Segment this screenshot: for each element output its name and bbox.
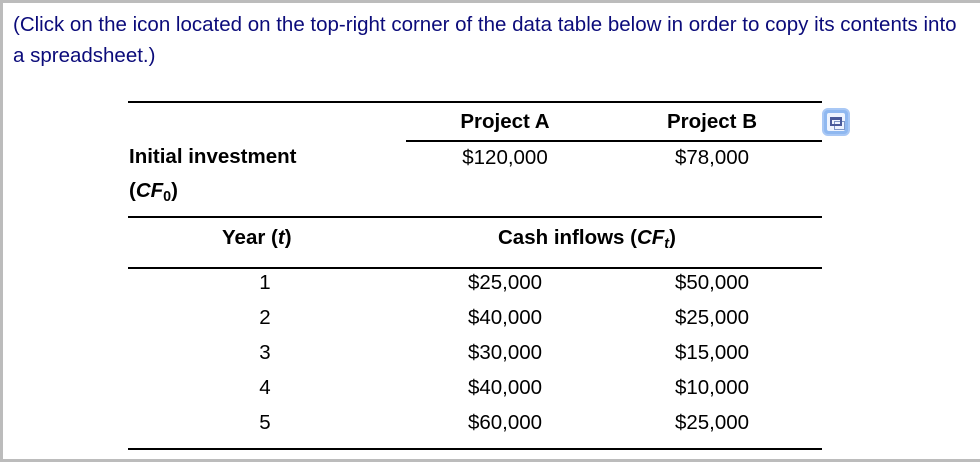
- project-a-cell: $30,000: [467, 341, 543, 364]
- year-cell: 3: [259, 341, 271, 364]
- project-b-cell: $25,000: [674, 306, 750, 329]
- year-cell: 1: [259, 271, 271, 294]
- cf-var: CF: [135, 179, 164, 202]
- year-close: ): [284, 226, 292, 249]
- cash-header-text: Cash inflows (: [498, 226, 637, 249]
- project-a-cell: $40,000: [467, 306, 543, 329]
- initial-investment-a: $120,000: [462, 146, 548, 169]
- table-top-rule: [128, 101, 822, 103]
- header-project-a: Project A: [460, 110, 550, 133]
- project-a-cell: $25,000: [467, 271, 543, 294]
- year-cell: 4: [259, 376, 271, 399]
- year-var: t: [277, 226, 285, 249]
- table-bottom-rule: [128, 448, 822, 450]
- cash-inflows-header: Cash inflows (CFt): [498, 226, 676, 252]
- project-a-cell: $60,000: [467, 411, 543, 434]
- cf-subscript: t: [664, 236, 670, 252]
- copy-to-spreadsheet-button[interactable]: [822, 108, 850, 136]
- project-b-cell: $50,000: [674, 271, 750, 294]
- project-b-cell: $25,000: [674, 411, 750, 434]
- cf-subscript: 0: [163, 189, 172, 205]
- initial-investment-label: Initial investment: [129, 145, 296, 169]
- year-cell: 5: [259, 411, 271, 434]
- year-header-text: Year (: [222, 226, 278, 249]
- project-b-cell: $15,000: [674, 341, 750, 364]
- instructions-text: (Click on the icon located on the top-ri…: [13, 13, 957, 67]
- project-a-cell: $40,000: [467, 376, 543, 399]
- year-header: Year (t): [222, 226, 292, 250]
- cash-header-bottom-rule: [128, 267, 822, 269]
- project-header-rule: [406, 140, 822, 142]
- year-cell: 2: [259, 306, 271, 329]
- cash-close: ): [669, 226, 676, 249]
- cf0-label: (CF0): [129, 179, 178, 205]
- project-b-cell: $10,000: [674, 376, 750, 399]
- copy-icon: [827, 113, 845, 131]
- header-project-b: Project B: [667, 110, 757, 133]
- cash-header-top-rule: [128, 216, 822, 218]
- front-window-glyph: [830, 117, 842, 126]
- initial-investment-b: $78,000: [674, 146, 750, 169]
- initial-investment-text: Initial investment: [129, 145, 297, 168]
- cf-var: CF: [636, 226, 665, 249]
